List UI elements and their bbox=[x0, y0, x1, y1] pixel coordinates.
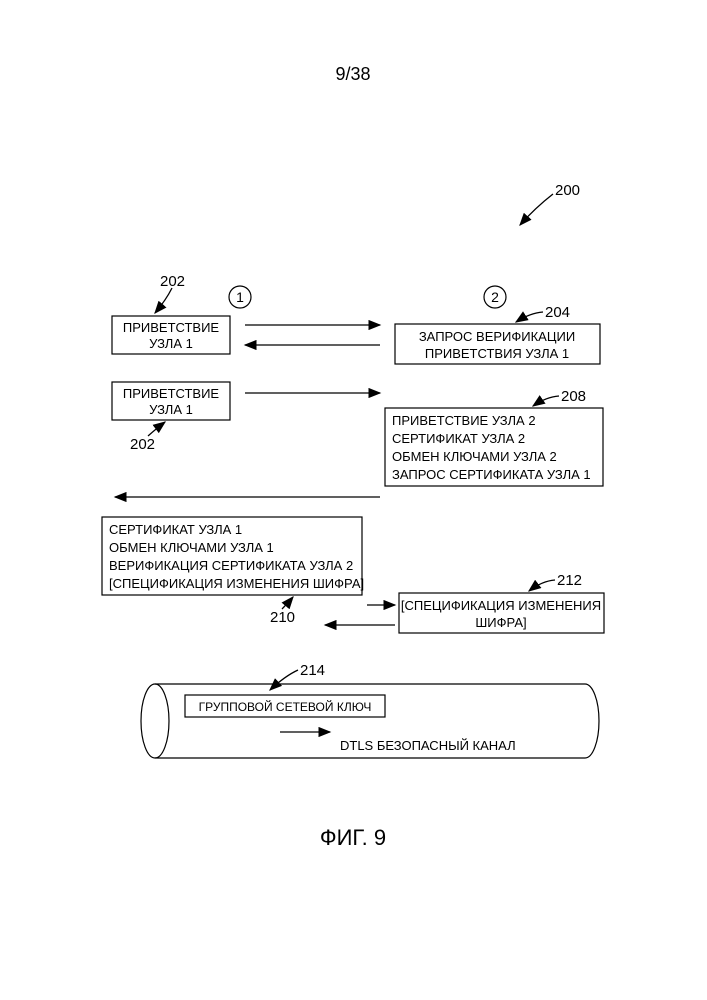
ref-204: 204 bbox=[545, 304, 570, 321]
node-circle-2: 2 bbox=[484, 286, 506, 308]
box-210-line2: ОБМЕН КЛЮЧАМИ УЗЛА 1 bbox=[109, 540, 274, 555]
node-circle-1-label: 1 bbox=[236, 289, 244, 305]
ref-210: 210 bbox=[270, 609, 295, 626]
box-202a-line1: ПРИВЕТСТВИЕ bbox=[123, 320, 220, 335]
node-circle-1: 1 bbox=[229, 286, 251, 308]
box-210-line1: СЕРТИФИКАТ УЗЛА 1 bbox=[109, 522, 242, 537]
ref-202a-leader bbox=[155, 288, 172, 313]
box-208-line1: ПРИВЕТСТВИЕ УЗЛА 2 bbox=[392, 413, 536, 428]
ref-212-leader bbox=[529, 580, 555, 591]
diagram-svg: 9/38 200 1 2 ПРИВЕТСТВИЕ УЗЛА 1 202 ЗАПР… bbox=[0, 0, 707, 1000]
box-212-line1: [СПЕЦИФИКАЦИЯ ИЗМЕНЕНИЯ bbox=[401, 598, 601, 613]
box-204-line1: ЗАПРОС ВЕРИФИКАЦИИ bbox=[419, 329, 575, 344]
ref-210-leader bbox=[282, 597, 293, 609]
ref-208: 208 bbox=[561, 388, 586, 405]
box-202b: ПРИВЕТСТВИЕ УЗЛА 1 bbox=[112, 382, 230, 420]
ref-200: 200 bbox=[555, 182, 580, 199]
box-202b-line2: УЗЛА 1 bbox=[149, 402, 193, 417]
box-202a: ПРИВЕТСТВИЕ УЗЛА 1 bbox=[112, 316, 230, 354]
ref-202b: 202 bbox=[130, 436, 155, 453]
ref-208-leader bbox=[533, 396, 559, 406]
ref-202a: 202 bbox=[160, 273, 185, 290]
box-210-line4: [СПЕЦИФИКАЦИЯ ИЗМЕНЕНИЯ ШИФРА] bbox=[109, 576, 364, 591]
node-circle-2-label: 2 bbox=[491, 289, 499, 305]
figure-caption: ФИГ. 9 bbox=[320, 825, 386, 850]
box-204: ЗАПРОС ВЕРИФИКАЦИИ ПРИВЕТСТВИЯ УЗЛА 1 bbox=[395, 324, 600, 364]
box-208-line3: ОБМЕН КЛЮЧАМИ УЗЛА 2 bbox=[392, 449, 557, 464]
ref-214-leader bbox=[270, 670, 298, 690]
box-202b-line1: ПРИВЕТСТВИЕ bbox=[123, 386, 220, 401]
cyl-inner-label: ГРУППОВОЙ СЕТЕВОЙ КЛЮЧ bbox=[199, 699, 372, 714]
box-208-line4: ЗАПРОС СЕРТИФИКАТА УЗЛА 1 bbox=[392, 467, 591, 482]
ref-214: 214 bbox=[300, 662, 325, 679]
box-208: ПРИВЕТСТВИЕ УЗЛА 2 СЕРТИФИКАТ УЗЛА 2 ОБМ… bbox=[385, 408, 603, 486]
box-202a-line2: УЗЛА 1 bbox=[149, 336, 193, 351]
cyl-inner-box: ГРУППОВОЙ СЕТЕВОЙ КЛЮЧ bbox=[185, 695, 385, 717]
box-212-line2: ШИФРА] bbox=[475, 615, 526, 630]
box-208-line2: СЕРТИФИКАТ УЗЛА 2 bbox=[392, 431, 525, 446]
ref-212: 212 bbox=[557, 572, 582, 589]
ref200-leader bbox=[520, 194, 553, 225]
box-204-line2: ПРИВЕТСТВИЯ УЗЛА 1 bbox=[425, 346, 569, 361]
box-210: СЕРТИФИКАТ УЗЛА 1 ОБМЕН КЛЮЧАМИ УЗЛА 1 В… bbox=[102, 517, 364, 595]
ref-204-leader bbox=[516, 312, 543, 322]
box-212: [СПЕЦИФИКАЦИЯ ИЗМЕНЕНИЯ ШИФРА] bbox=[399, 593, 604, 633]
page-number: 9/38 bbox=[335, 64, 370, 84]
cyl-dtls-label: DTLS БЕЗОПАСНЫЙ КАНАЛ bbox=[340, 738, 516, 753]
ref-202b-leader bbox=[148, 422, 165, 436]
box-210-line3: ВЕРИФИКАЦИЯ СЕРТИФИКАТА УЗЛА 2 bbox=[109, 558, 353, 573]
